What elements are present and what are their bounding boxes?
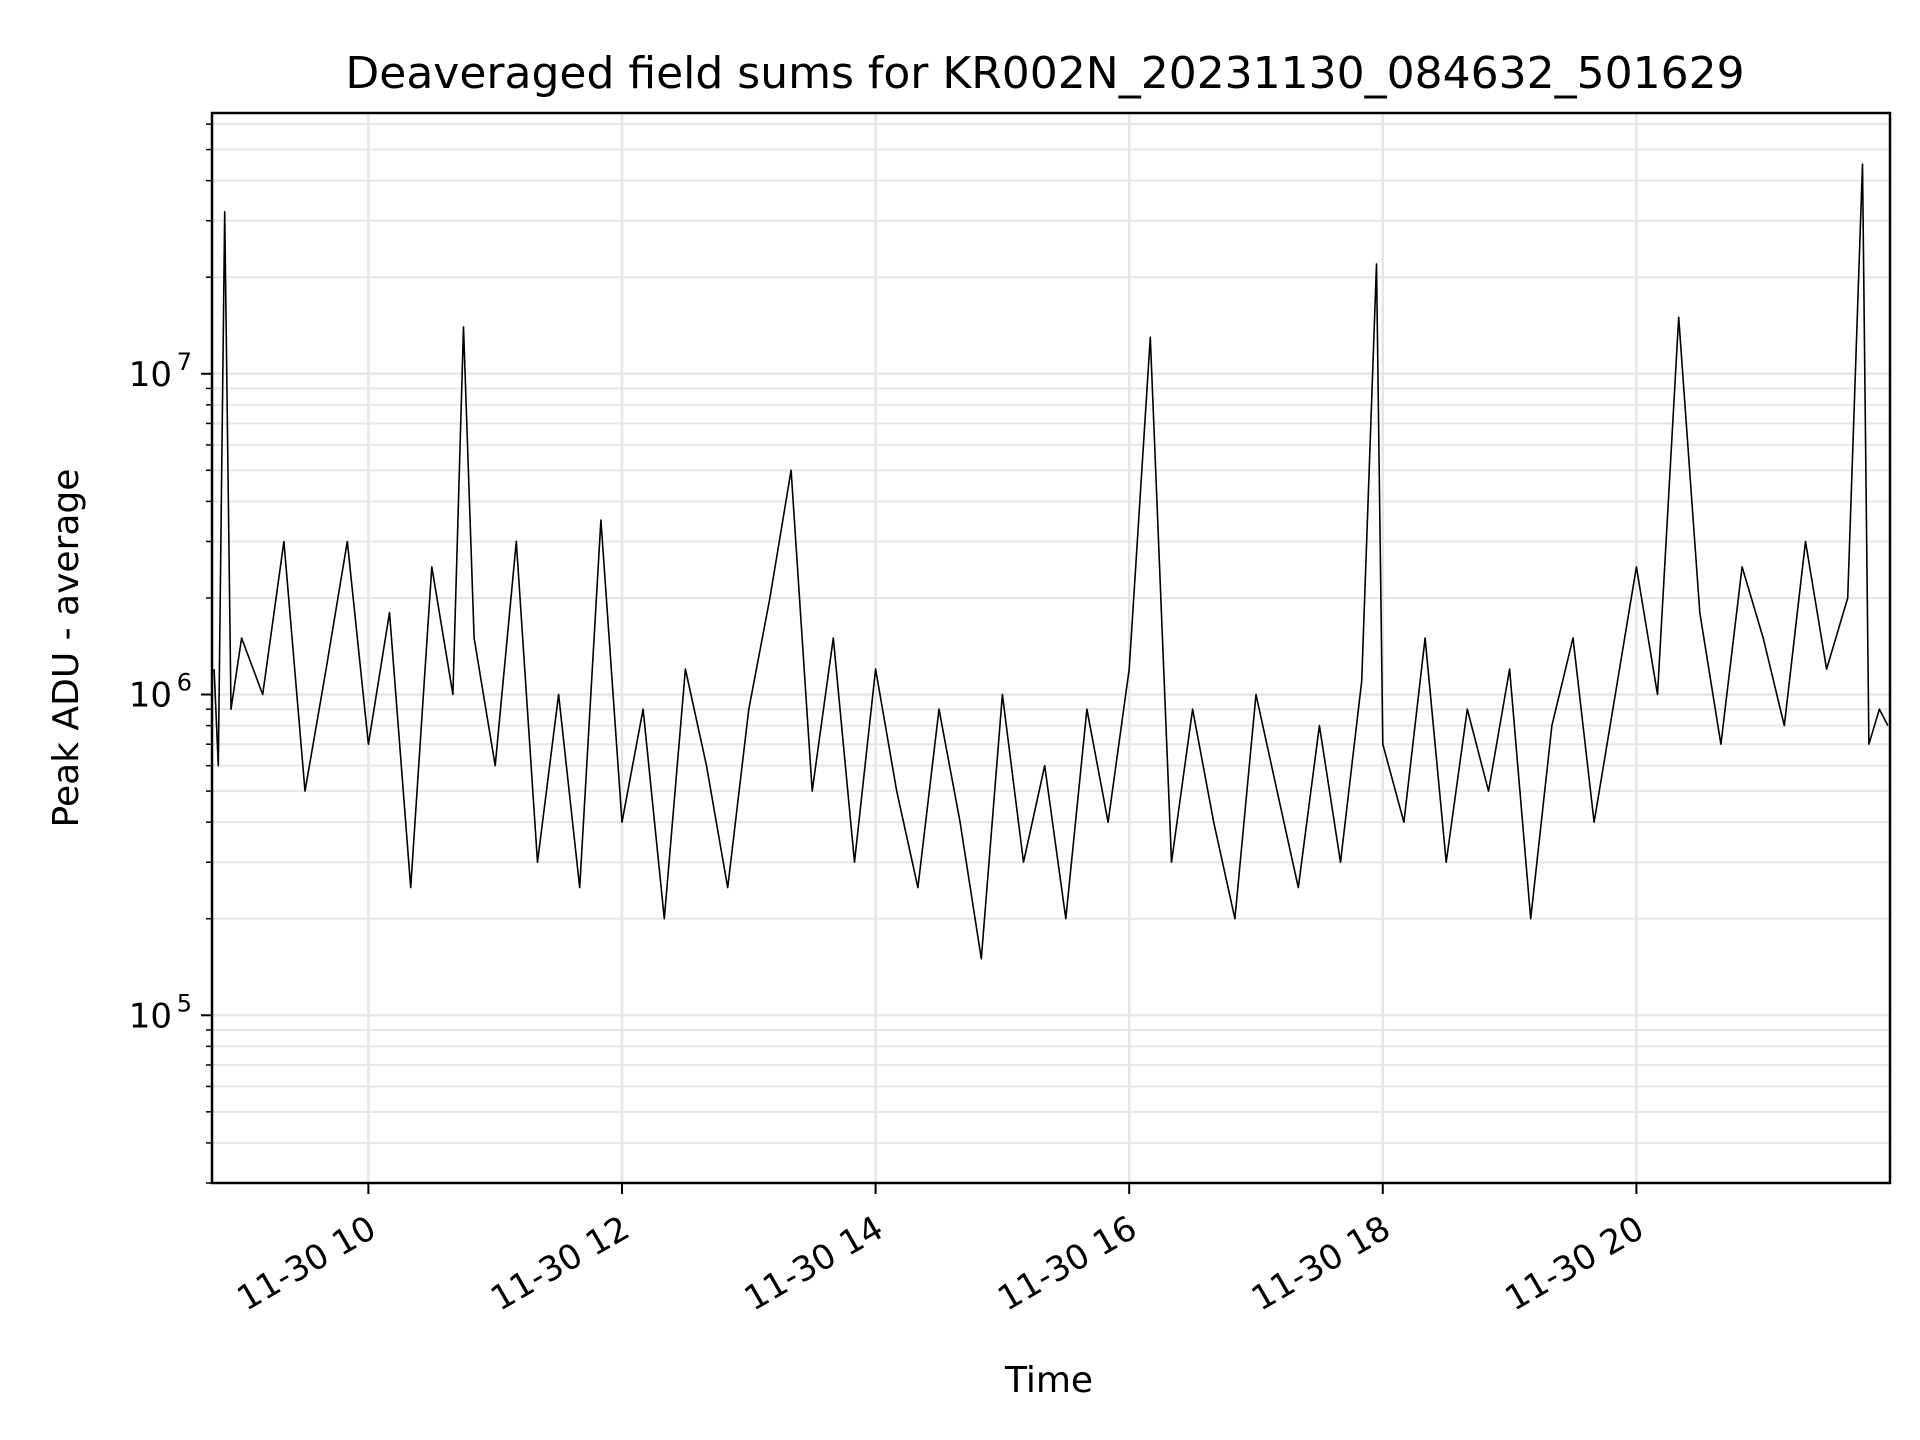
y-tick-label: 10 bbox=[129, 996, 172, 1036]
y-tick-exponent: 6 bbox=[177, 669, 192, 697]
plot-area-frame bbox=[210, 111, 1892, 1185]
x-tick-label: 11-30 18 bbox=[1245, 1208, 1397, 1319]
x-axis: 11-30 10 11-30 12 11-30 14 11-30 16 11-30 18… bbox=[230, 1183, 1651, 1319]
series-line bbox=[213, 163, 1889, 960]
x-tick-label: 11-30 16 bbox=[991, 1208, 1143, 1319]
x-axis-label: Time bbox=[1004, 1360, 1093, 1401]
grid-lines bbox=[212, 113, 1890, 1184]
y-axis-label: Peak ADU - average bbox=[46, 469, 87, 828]
x-tick-label: 11-30 10 bbox=[230, 1208, 382, 1319]
y-tick-exponent: 5 bbox=[177, 989, 192, 1017]
series-path bbox=[213, 163, 1889, 960]
chart-title: Deaveraged field sums for KR002N_2023113… bbox=[345, 48, 1744, 99]
y-tick-label: 10 bbox=[129, 355, 172, 395]
x-tick-label: 11-30 14 bbox=[738, 1208, 890, 1319]
x-tick-label: 11-30 12 bbox=[484, 1208, 636, 1319]
y-tick-exponent: 7 bbox=[177, 348, 192, 376]
x-tick-label: 11-30 20 bbox=[1499, 1208, 1651, 1319]
y-tick-label: 10 bbox=[129, 676, 172, 716]
